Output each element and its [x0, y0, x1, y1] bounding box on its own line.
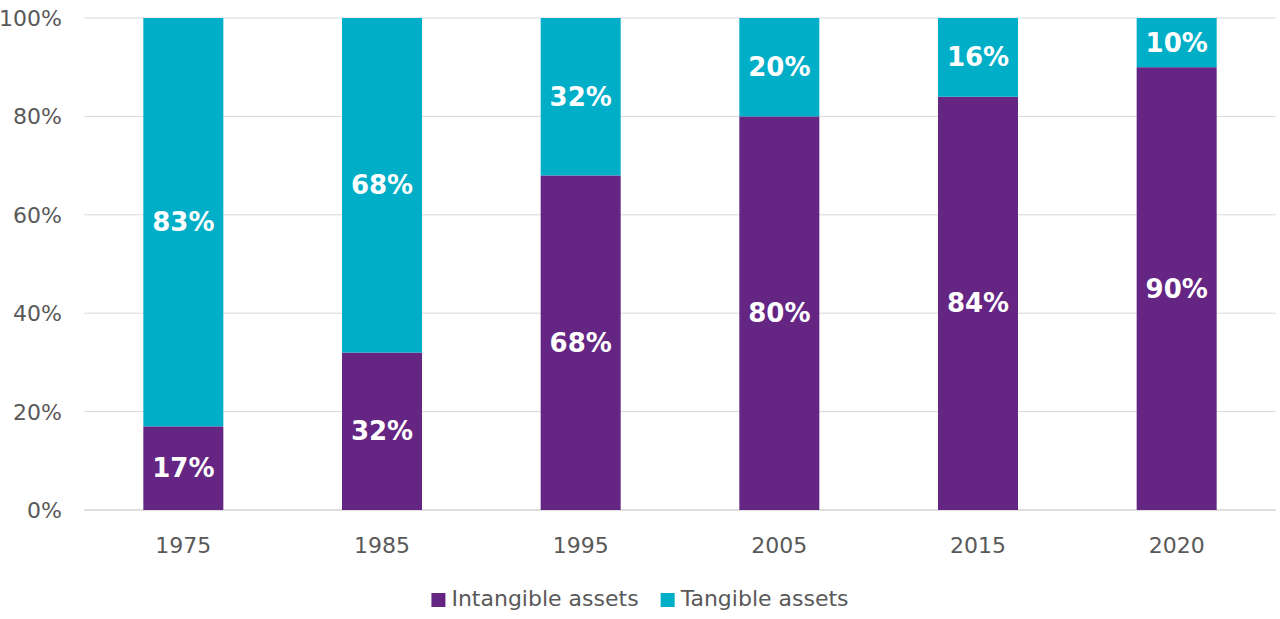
data-label: 84% [947, 288, 1009, 318]
x-tick-label: 1985 [354, 533, 410, 558]
data-label: 68% [550, 328, 612, 358]
bar [342, 353, 422, 510]
x-tick-label: 2020 [1149, 533, 1205, 558]
bar [143, 426, 223, 510]
bar [1137, 18, 1217, 67]
x-tick-label: 1995 [553, 533, 609, 558]
data-label: 17% [152, 453, 214, 483]
bars [143, 18, 1216, 510]
y-tick-label: 80% [13, 104, 62, 129]
bar [541, 175, 621, 510]
y-tick-label: 60% [13, 203, 62, 228]
legend-swatch [431, 593, 445, 607]
grid [84, 18, 1276, 510]
grid-line [84, 214, 1276, 215]
data-label: 68% [351, 170, 413, 200]
legend: Intangible assets Tangible assets [431, 586, 848, 611]
bar [938, 18, 1018, 97]
bar [143, 18, 223, 426]
data-label: 80% [748, 298, 810, 328]
y-axis: 0% 20% 40% 60% 80% 100% [0, 6, 62, 523]
x-tick-label: 1975 [155, 533, 211, 558]
x-tick-label: 2015 [950, 533, 1006, 558]
x-axis: 1975 1985 1995 2005 2015 2020 [155, 533, 1204, 558]
bar [342, 18, 422, 353]
bar [1137, 67, 1217, 510]
grid-line [84, 313, 1276, 314]
data-label: 16% [947, 42, 1009, 72]
legend-label: Tangible assets [680, 586, 849, 611]
data-labels: 17% 83% 32% 68% 68% 32% 80% 20% 84% 16% 90% 10% [152, 28, 1208, 484]
x-tick-label: 2005 [751, 533, 807, 558]
bar [739, 116, 819, 510]
data-label: 90% [1146, 274, 1208, 304]
legend-label: Intangible assets [451, 586, 638, 611]
grid-line [84, 116, 1276, 117]
y-tick-label: 40% [13, 301, 62, 326]
y-tick-label: 100% [0, 6, 62, 31]
bar [739, 18, 819, 116]
y-tick-label: 0% [27, 498, 62, 523]
data-label: 10% [1146, 28, 1208, 58]
data-label: 32% [550, 82, 612, 112]
data-label: 83% [152, 207, 214, 237]
grid-line [84, 411, 1276, 412]
grid-line [84, 510, 1276, 511]
y-tick-label: 20% [13, 400, 62, 425]
bar [938, 97, 1018, 510]
legend-swatch [661, 593, 675, 607]
chart: 0% 20% 40% 60% 80% 100% 17% 83% 32% 68% 68% 32% 80% 2… [0, 0, 1280, 619]
bar [541, 18, 621, 175]
data-label: 32% [351, 416, 413, 446]
grid-line [84, 18, 1276, 19]
data-label: 20% [748, 52, 810, 82]
